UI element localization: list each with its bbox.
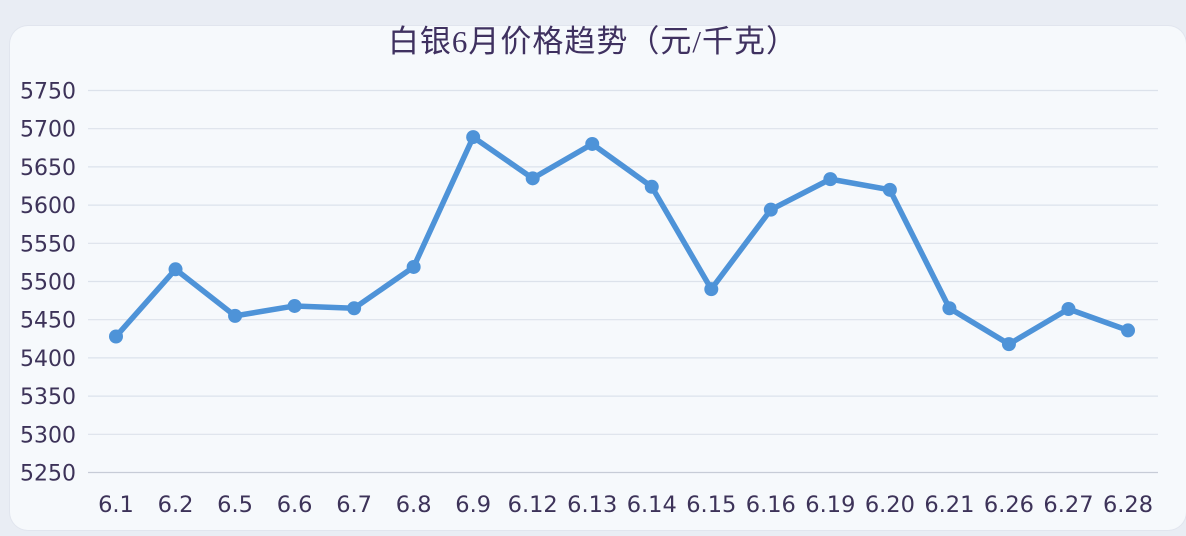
x-tick-label: 6.20 — [865, 492, 915, 518]
x-tick-label: 6.7 — [336, 492, 372, 518]
x-tick-label: 6.26 — [984, 492, 1034, 518]
data-point — [644, 179, 659, 194]
y-tick-label: 5400 — [20, 347, 76, 372]
data-point — [168, 262, 183, 277]
x-tick-label: 6.21 — [924, 492, 974, 518]
price-line — [113, 134, 1131, 347]
y-tick-label: 5700 — [20, 118, 76, 143]
y-tick-label: 5450 — [20, 309, 76, 334]
data-point — [763, 202, 778, 217]
data-point — [525, 171, 540, 186]
x-tick-label: 6.8 — [396, 492, 432, 518]
x-tick-label: 6.2 — [158, 492, 194, 518]
chart-title: 白银6月价格趋势（元/千克） — [387, 24, 799, 59]
x-tick-label: 6.27 — [1043, 492, 1093, 518]
x-tick-label: 6.13 — [567, 492, 617, 518]
x-tick-label: 6.1 — [98, 492, 134, 518]
data-point — [823, 172, 838, 187]
y-tick-label: 5250 — [20, 462, 76, 487]
x-tick-label: 6.16 — [746, 492, 796, 518]
data-point — [347, 301, 362, 316]
chart-card — [10, 26, 1186, 530]
data-point — [1121, 323, 1135, 338]
data-point — [585, 136, 600, 151]
x-tick-label: 6.6 — [277, 492, 313, 518]
data-point — [1001, 337, 1016, 352]
y-tick-label: 5500 — [20, 271, 76, 296]
x-tick-label: 6.9 — [455, 492, 491, 518]
data-point — [704, 282, 719, 297]
y-tick-label: 5600 — [20, 194, 76, 219]
data-point — [942, 301, 957, 316]
x-tick-label: 6.12 — [508, 492, 558, 518]
y-tick-label: 5350 — [20, 385, 76, 410]
data-point — [287, 298, 302, 313]
data-point — [228, 308, 243, 323]
data-point — [466, 130, 481, 145]
y-tick-label: 5650 — [20, 156, 76, 181]
y-tick-label: 5550 — [20, 232, 76, 257]
x-tick-label: 6.19 — [805, 492, 855, 518]
x-tick-label: 6.15 — [686, 492, 736, 518]
data-point — [1061, 302, 1076, 317]
x-tick-label: 6.5 — [217, 492, 253, 518]
x-tick-label: 6.14 — [627, 492, 677, 518]
data-point — [882, 182, 897, 197]
data-point — [109, 329, 123, 344]
y-tick-label: 5750 — [20, 80, 76, 105]
x-tick-label: 6.28 — [1103, 492, 1153, 518]
y-tick-label: 5300 — [20, 423, 76, 448]
data-point — [406, 259, 421, 274]
